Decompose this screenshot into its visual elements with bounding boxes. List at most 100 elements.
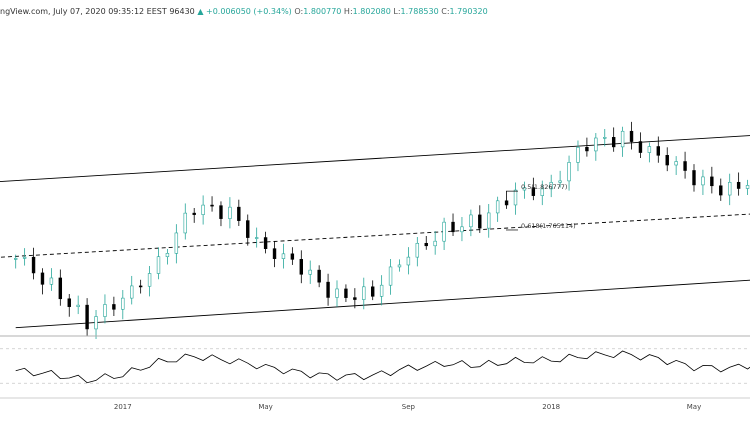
x-tick-label: May	[687, 403, 701, 411]
x-axis: 2017MaySep2018MaySep2019MaySep2020MaySep…	[114, 403, 701, 411]
candle-body	[487, 212, 491, 229]
candle-body	[540, 188, 544, 196]
candle-body	[174, 232, 179, 254]
high-value: 1.802080	[352, 7, 391, 16]
candle-body	[665, 155, 669, 166]
change-value: +0.006050 (+0.34%)	[206, 7, 292, 16]
candle-body	[281, 253, 286, 259]
candle-body	[147, 273, 152, 287]
close-label: C:	[441, 7, 450, 16]
candle-body	[103, 304, 107, 317]
candle-body	[237, 206, 241, 221]
candle-body	[263, 237, 268, 249]
low-label: L:	[393, 7, 401, 16]
candle-body	[620, 130, 625, 148]
symbol-header: ngView.com, July 07, 2020 09:35:12 EEST …	[0, 7, 488, 16]
channel-line	[15, 279, 750, 329]
snapshot-source: ngView.com, July 07, 2020 09:35:12 EEST	[0, 7, 167, 16]
candle-body	[576, 146, 580, 163]
candle-body	[379, 284, 384, 297]
candle-body	[683, 161, 687, 171]
candle-body	[513, 189, 518, 206]
candle-body	[710, 176, 714, 187]
candle-body	[370, 286, 375, 297]
candle-body	[692, 170, 696, 186]
candle-body	[719, 185, 723, 196]
candle-body	[727, 181, 732, 196]
candle-body	[531, 187, 536, 196]
channel-line	[0, 135, 750, 183]
candle-body	[85, 304, 89, 330]
candle-body	[94, 316, 98, 330]
candle-body	[40, 272, 45, 285]
candle-body	[76, 304, 80, 307]
candle-body	[112, 304, 116, 310]
candle-body	[156, 256, 161, 274]
candle-body	[433, 240, 437, 247]
open-label: O:	[294, 7, 304, 16]
candle-body	[335, 288, 339, 298]
candle-body	[603, 137, 607, 139]
candle-body	[353, 297, 357, 300]
candle-body	[317, 269, 321, 283]
candle-body	[406, 256, 411, 266]
candle-body	[165, 253, 170, 258]
candle-body	[522, 187, 527, 191]
candle-body	[192, 212, 196, 215]
candle-body	[558, 180, 562, 183]
candle-body	[290, 253, 295, 260]
open-value: 1.800770	[303, 7, 342, 16]
fib-level-label: 0.618(1.765114)	[521, 222, 576, 230]
candle-body	[246, 220, 250, 238]
candle-body	[201, 204, 205, 215]
candle-body	[362, 286, 366, 300]
candle-body	[183, 212, 187, 234]
close-value: 1.790320	[449, 7, 488, 16]
candle-body	[442, 221, 446, 242]
main-pane: 0.5(1.826777) 0.618(1.765114)	[0, 121, 750, 339]
oscillator-line	[15, 350, 750, 384]
candle-body	[254, 237, 259, 239]
candle-body	[567, 162, 571, 182]
oscillator-pane	[0, 348, 750, 384]
candle-body	[629, 130, 634, 142]
candle-body	[424, 242, 428, 247]
candle-body	[736, 181, 741, 189]
candle-body	[611, 137, 616, 148]
candle-body	[228, 206, 232, 219]
candle-body	[22, 256, 27, 259]
candle-body	[585, 146, 589, 152]
candle-body	[397, 264, 402, 268]
candle-body	[138, 285, 143, 288]
candle-body	[460, 226, 464, 233]
candle-body	[67, 298, 71, 307]
candle-body	[58, 277, 63, 300]
candle-body	[504, 200, 509, 206]
fib-level-label: 0.5(1.826777)	[521, 183, 567, 191]
candle-body	[272, 248, 277, 259]
x-tick-label: May	[258, 403, 272, 411]
candle-body	[210, 204, 214, 207]
last-price-value: 96430	[169, 7, 195, 16]
candle-body	[638, 141, 643, 153]
candle-body	[121, 297, 125, 310]
candle-body	[549, 182, 553, 190]
candle-body	[647, 146, 652, 153]
candle-body	[451, 221, 455, 233]
candle-body	[299, 259, 303, 275]
x-tick-label: 2018	[542, 403, 560, 411]
candle-body	[495, 200, 500, 214]
candle-body	[130, 285, 134, 299]
candle-body	[415, 242, 420, 258]
change-arrow-icon: ▲	[197, 7, 204, 16]
candle-body	[344, 288, 348, 298]
x-tick-label: Sep	[402, 403, 416, 411]
candle-body	[469, 214, 473, 228]
candle-body	[31, 256, 36, 274]
candle-body	[14, 258, 18, 260]
high-label: H:	[343, 7, 353, 16]
candle-body	[674, 161, 678, 166]
x-tick-label: 2017	[114, 403, 132, 411]
low-value: 1.788530	[400, 7, 439, 16]
